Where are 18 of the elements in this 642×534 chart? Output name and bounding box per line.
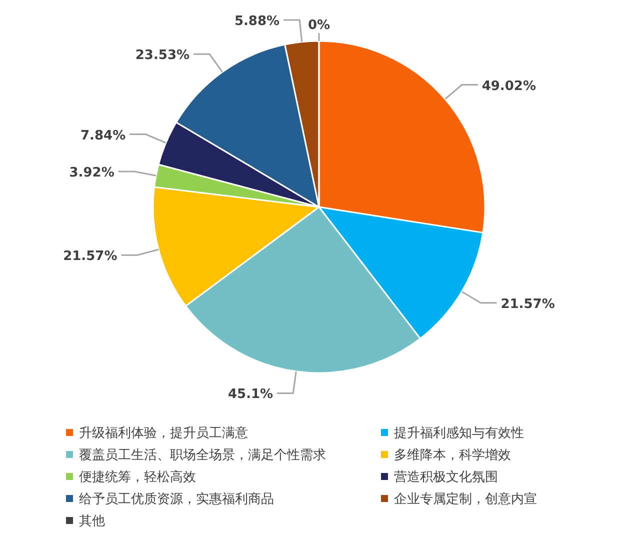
legend-label: 给予员工优质资源，实惠福利商品 <box>79 492 274 507</box>
legend-label: 升级福利体验，提升员工满意 <box>79 426 248 441</box>
data-label: 45.1% <box>228 387 274 402</box>
legend-label: 便捷统筹，轻松高效 <box>79 469 196 485</box>
data-label: 7.84% <box>80 128 126 144</box>
data-label: 21.57% <box>63 249 118 264</box>
legend-label: 其他 <box>79 514 105 529</box>
legend-label: 提升福利感知与有效性 <box>394 426 524 441</box>
legend-label: 企业专属定制，创意内宣 <box>394 491 537 507</box>
legend-label: 营造积极文化氛围 <box>394 470 498 485</box>
data-label: 21.57% <box>500 296 555 312</box>
data-label: 49.02% <box>482 78 536 94</box>
data-label: 3.92% <box>69 165 114 180</box>
legend-label: 覆盖员工生活、职场全场景，满足个性需求 <box>79 447 326 463</box>
data-label: 5.88% <box>234 14 280 30</box>
text: 0% <box>308 18 330 33</box>
legend-label: 多维降本，科学增效 <box>394 448 511 463</box>
data-label: 23.53% <box>135 48 190 64</box>
